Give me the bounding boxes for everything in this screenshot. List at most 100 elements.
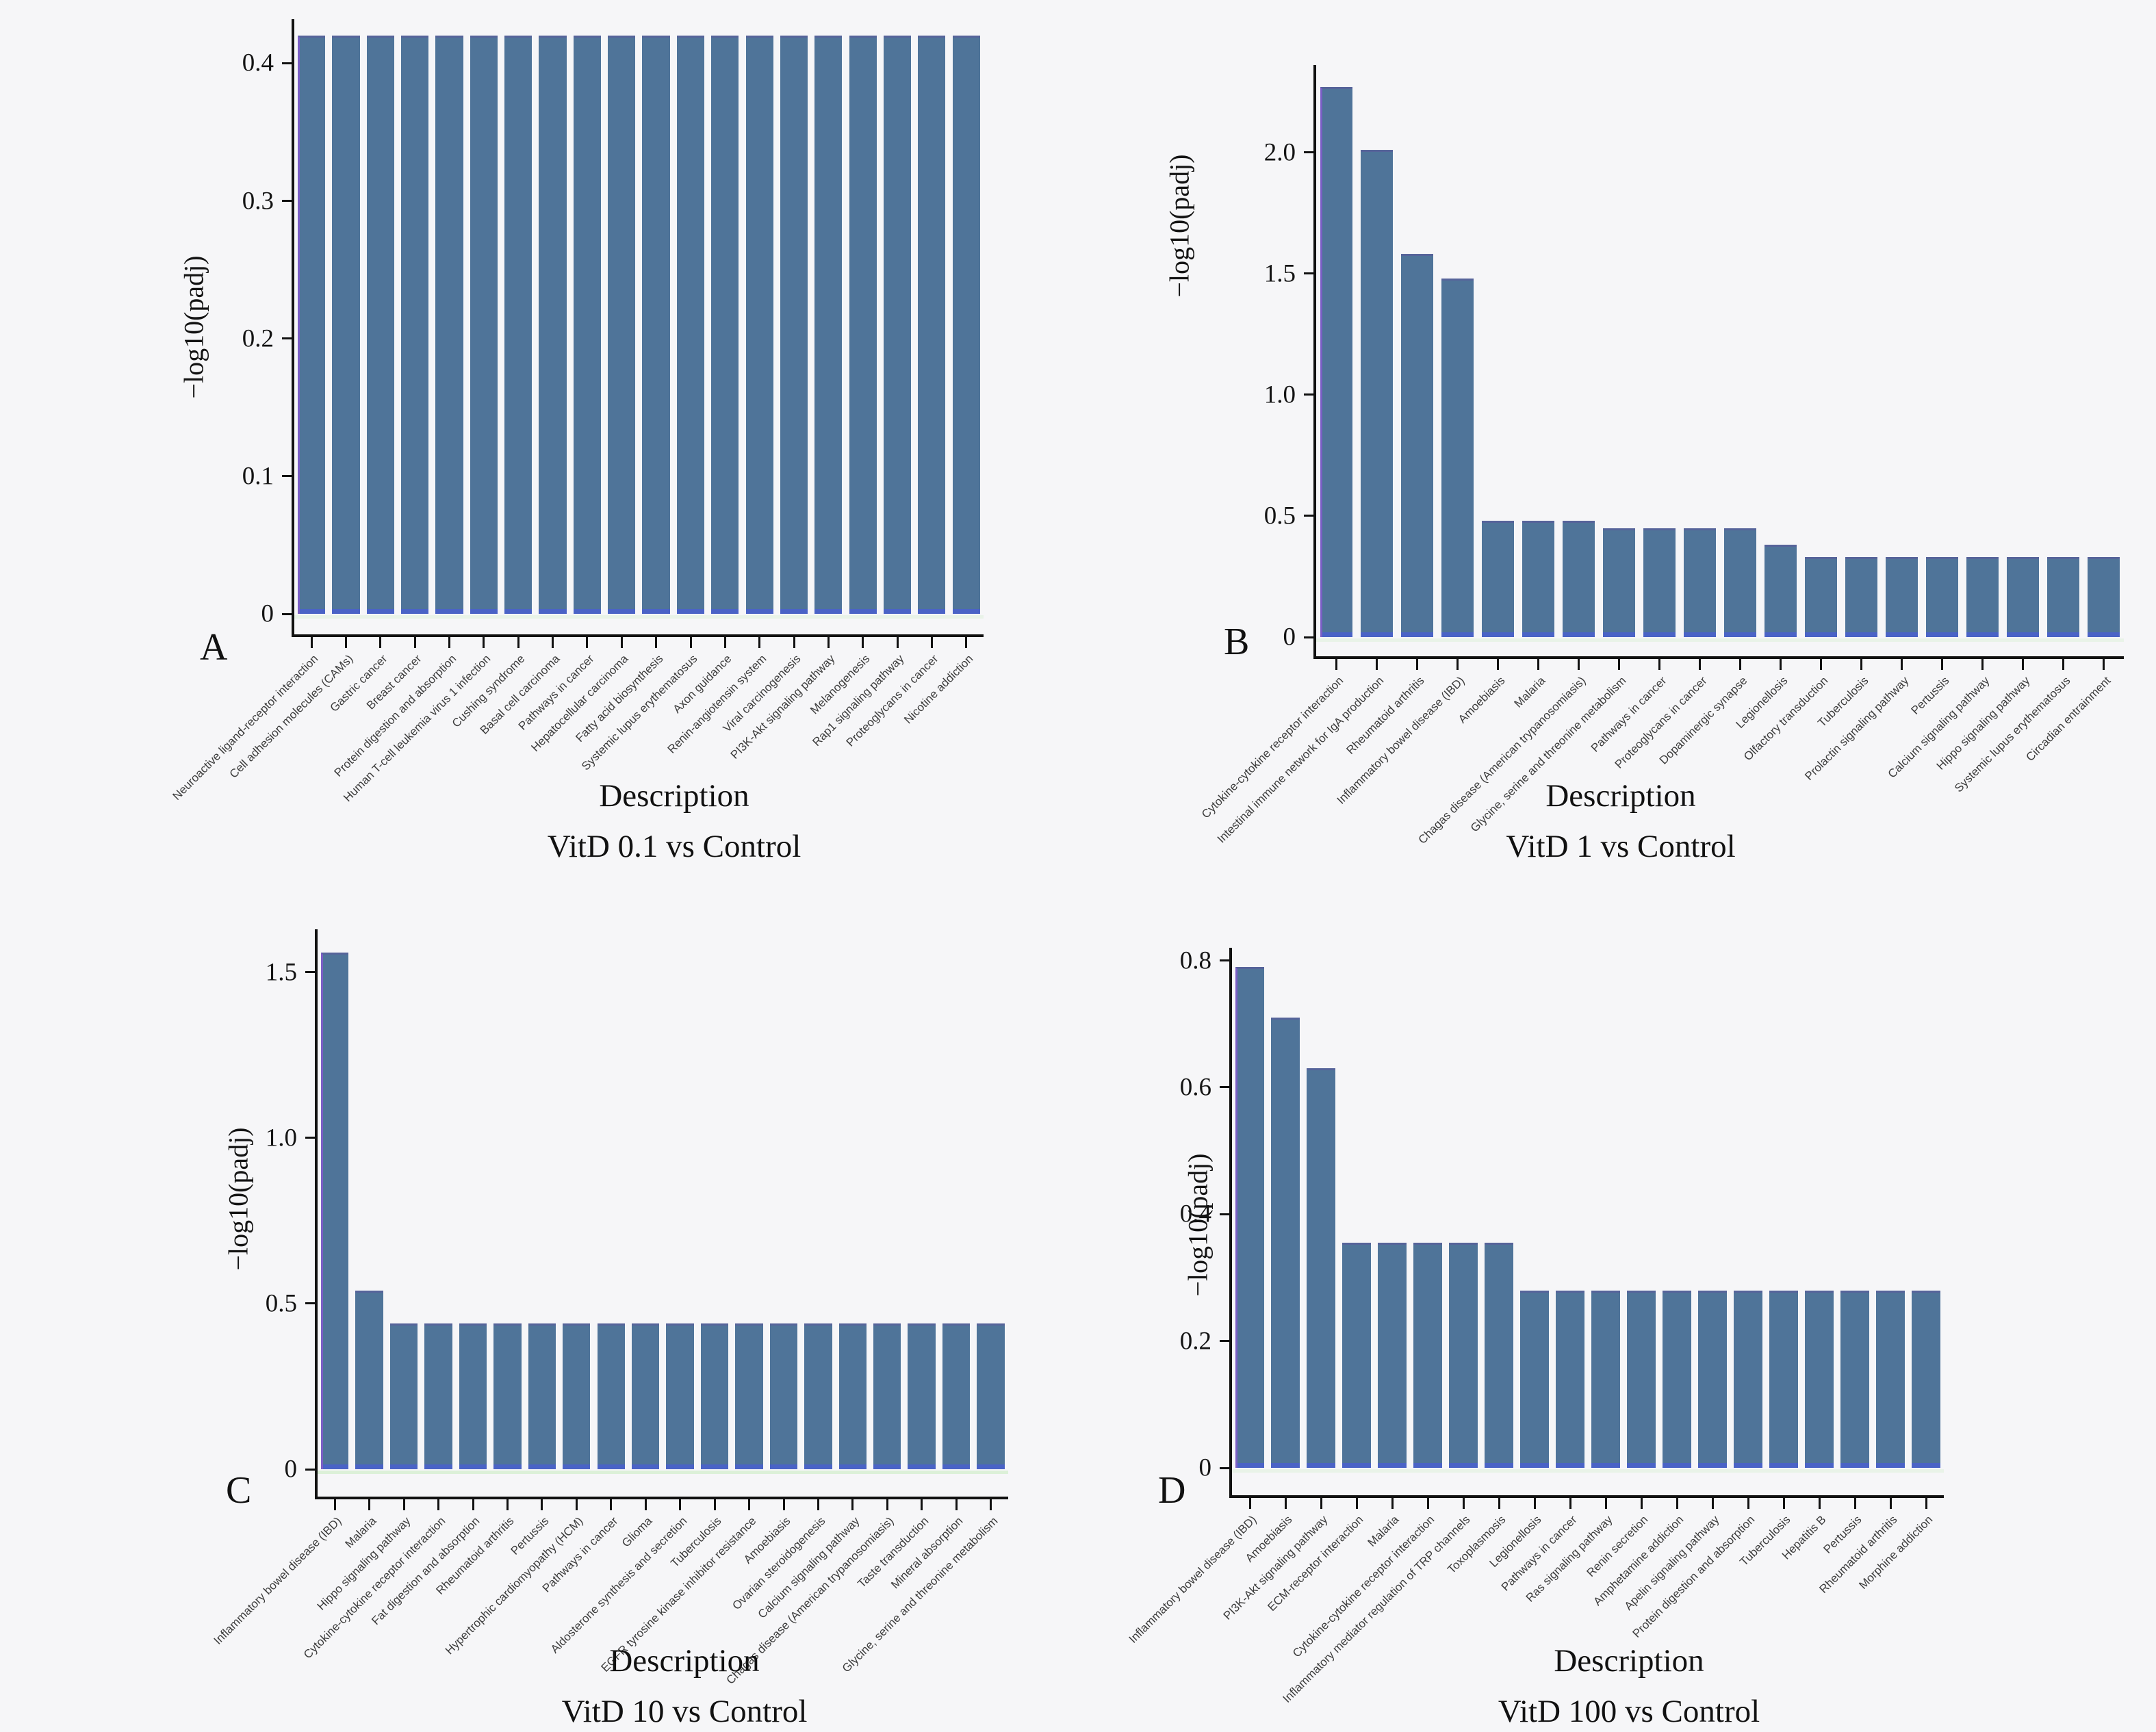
bar-slot [880,19,914,614]
bar-slot [570,19,604,614]
bar-base-strip [1441,632,1474,637]
bar [735,1323,763,1469]
panel-letter: A [200,626,228,669]
ytick-label: 2.0 [1263,138,1296,167]
y-axis [292,19,294,637]
bar-slot [1659,948,1695,1468]
bar-base-strip [1378,1463,1407,1468]
bar [1522,520,1555,637]
x-tickmark [1925,1498,1927,1509]
x-tickmark [368,1499,371,1510]
bar [401,36,429,614]
bar [1307,1068,1335,1468]
bar-slot [1837,948,1873,1468]
bar-slot [1517,948,1552,1468]
x-tickmark [1901,659,1903,670]
x-axis [292,634,984,637]
bar-base-strip [1769,1463,1798,1468]
bar-base-strip [977,1464,1005,1469]
bar-base-strip [573,609,602,614]
bar-base-strip [2087,632,2120,637]
bar [1805,1290,1834,1468]
bar-base-strip [1804,632,1838,637]
bar-base-strip [769,1464,798,1469]
x-tickmark [1699,659,1701,670]
bar-base-strip [873,1464,901,1469]
x-tickmark [1780,659,1782,670]
bar-slot [1873,948,1908,1468]
bar-slot [1801,65,1841,637]
bar-base-strip [952,609,980,614]
x-tickmark [552,637,554,648]
ytick-label: 0.4 [1179,1200,1211,1228]
bar-base-strip [1840,1463,1869,1468]
bar-slot [1695,948,1730,1468]
bar [666,1323,694,1469]
bar-base-strip [642,609,670,614]
bar-slot [387,929,421,1469]
bar-slot [1962,65,2003,637]
bar-base-strip [666,1464,694,1469]
ytick-label: 0 [284,1455,298,1484]
bar-slot [904,929,938,1469]
bar [1683,528,1717,637]
bar-slot [1841,65,1882,637]
bar-slot [1481,948,1517,1468]
bar-slot [1558,65,1599,637]
bar [780,36,808,614]
x-tickmark [1618,659,1620,670]
bar-base-strip [539,609,567,614]
bar [424,1323,452,1469]
ytick-label: 0.2 [242,324,274,353]
y-tickmark [1304,636,1313,638]
bar-slot [2083,65,2124,637]
bar-base-strip [1966,632,1999,637]
x-tickmark [713,1499,716,1510]
y-tickmark [282,475,292,478]
x-tickmark [379,637,382,648]
bar-base-strip [1400,632,1434,637]
bar-base-strip [676,609,705,614]
y-tickmark [1304,151,1313,154]
bar [332,36,360,614]
bar-slot [352,929,386,1469]
bar-slot [708,19,742,614]
bar [366,36,394,614]
x-tickmark [1416,659,1418,670]
x-axis [315,1497,1008,1499]
y-tickmark [1220,1086,1229,1089]
bar [597,1323,625,1469]
bar-slot [663,929,697,1469]
bar-slot [1801,948,1837,1468]
bar-slot [1339,948,1374,1468]
bar [1481,520,1515,637]
bar [1271,1017,1300,1468]
bar-slot [811,19,845,614]
x-tickmark [896,637,899,648]
ytick-label: 0.5 [265,1289,297,1318]
bar [1912,1290,1940,1468]
x-tickmark [1376,659,1378,670]
comparison-title: VitD 0.1 vs Control [547,829,801,864]
comparison-title: VitD 100 vs Control [1498,1694,1760,1729]
x-axis-title: Description [609,1643,760,1679]
x-tickmark [1711,1498,1714,1509]
x-tickmark [1426,1498,1429,1509]
bar [1876,1290,1905,1468]
x-tickmark [1818,1498,1821,1509]
x-tickmark [1782,1498,1785,1509]
bar [1769,1290,1798,1468]
y-tickmark [1220,1466,1229,1469]
x-tickmark [402,1499,405,1510]
ytick-label: 0.8 [1179,946,1211,975]
bar-slot [604,19,639,614]
x-tickmark [748,1499,751,1510]
bar [1845,557,1878,637]
bar-slot [559,929,593,1469]
bar-base-strip [470,609,498,614]
bar-slot [1357,65,1397,637]
bar-base-strip [563,1464,591,1469]
bar-slot [1599,65,1639,637]
bar-slot [767,929,801,1469]
bar [1342,1242,1371,1468]
